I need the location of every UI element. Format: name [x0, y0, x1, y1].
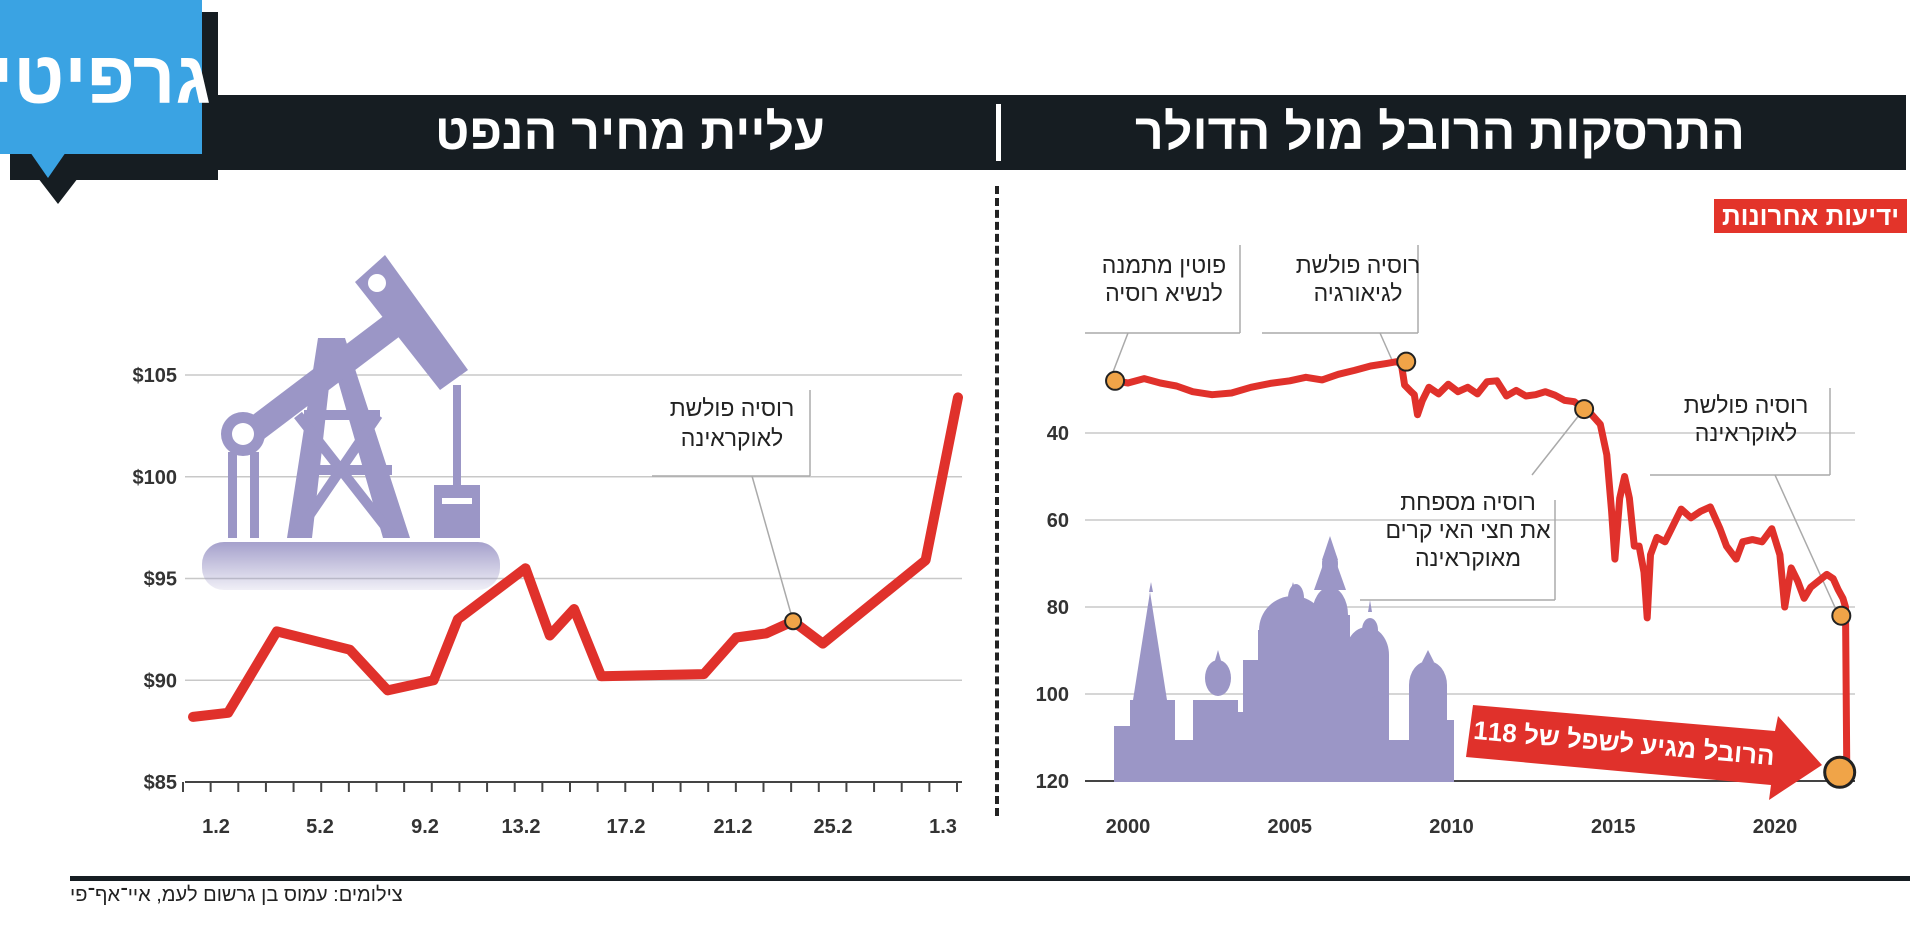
ruble-annotation-label: רוסיה פולשת לאוקראינה	[1684, 392, 1808, 446]
ruble-y-tick: 100	[1036, 684, 1069, 706]
brand-logo: גרפיטי	[0, 0, 211, 154]
oil-y-tick: $105	[133, 365, 178, 387]
annotation-leader	[751, 475, 794, 622]
ruble-event-marker	[1396, 351, 1417, 372]
oil-x-tick: 9.2	[411, 816, 439, 838]
oil-markers	[784, 612, 803, 631]
photo-credit: צילומים: עמוס בן גרשום לעמ, איי־אף־פי	[70, 884, 403, 906]
oil-annotation-label: רוסיה פולשת לאוקראינה	[670, 395, 794, 451]
dashed-divider	[995, 186, 999, 816]
logo-shadow-tail	[38, 178, 78, 204]
annotation-leader	[1379, 332, 1393, 361]
ruble-y-tick: 40	[1047, 423, 1069, 445]
oil-x-tick: 1.3	[929, 816, 957, 838]
annotation-leader	[1112, 332, 1129, 373]
oil-x-tick: 5.2	[306, 816, 334, 838]
oil-annotations: רוסיה פולשת לאוקראינה	[652, 390, 811, 622]
ruble-axis-ticks: 40 60 80 100 120 2000 2005 2010 2015 2020	[1036, 423, 1798, 838]
oil-y-tick: $90	[144, 670, 177, 692]
ruble-chart-title: התרסקות הרובל מול הדולר	[1135, 104, 1745, 160]
annotation-leader	[1774, 474, 1839, 615]
ruble-markers	[1105, 351, 1857, 789]
oil-event-marker	[784, 612, 803, 631]
ruble-y-tick: 120	[1036, 771, 1069, 793]
source-logo: ידיעות אחרונות	[1714, 199, 1907, 233]
oil-y-tick: $100	[133, 467, 178, 489]
ruble-y-tick: 80	[1047, 597, 1069, 619]
ruble-event-marker	[1831, 605, 1852, 626]
header-bar	[218, 95, 1906, 170]
ruble-x-tick: 2015	[1591, 816, 1636, 838]
ruble-callout-arrow: הרובל מגיע לשפל של 118	[1466, 705, 1822, 800]
oil-x-tick: 21.2	[714, 816, 753, 838]
header-divider	[996, 104, 1001, 161]
oil-chart-title: עליית מחיר הנפט	[435, 104, 825, 160]
ruble-annotations: פוטין מתמנה לנשיא רוסיה רוסיה פולשת לגיאורג…	[1085, 245, 1839, 615]
ruble-annotation-label: רוסיה פולשת לגיאורגיה	[1296, 252, 1420, 306]
oil-y-tick: $85	[144, 772, 177, 794]
ruble-event-marker	[1823, 755, 1857, 789]
annotation-leader	[1531, 413, 1581, 476]
ruble-x-tick: 2020	[1753, 816, 1798, 838]
ruble-x-tick: 2000	[1106, 816, 1151, 838]
oil-x-tick: 17.2	[607, 816, 646, 838]
oil-y-tick: $95	[144, 569, 177, 591]
oil-axis-ticks: $105 $100 $95 $90 $85 1.2 5.2 9.2 13.2 17.2 21.2 25…	[133, 365, 958, 838]
bottom-rule	[70, 876, 1910, 881]
ruble-x-tick: 2010	[1429, 816, 1474, 838]
oil-x-tick: 1.2	[202, 816, 230, 838]
ruble-annotation-label: רוסיה מספחת את חצי האי קרים מאוקראינה	[1385, 489, 1551, 571]
ruble-gridlines	[1085, 432, 1855, 782]
kremlin-silhouette-icon	[1114, 536, 1454, 782]
ruble-event-marker	[1105, 370, 1126, 391]
oil-chart: $105 $100 $95 $90 $85 1.2 5.2 9.2 13.2 17.2 21.2 25…	[133, 255, 963, 838]
oil-x-tick: 13.2	[502, 816, 541, 838]
ruble-x-tick: 2005	[1268, 816, 1313, 838]
oil-pump-icon	[202, 255, 500, 590]
ruble-y-tick: 60	[1047, 510, 1069, 532]
ruble-event-marker	[1574, 399, 1595, 420]
oil-x-tick: 25.2	[814, 816, 853, 838]
ruble-chart: 40 60 80 100 120 2000 2005 2010 2015 2020 פוטין מ…	[1036, 245, 1857, 838]
ruble-annotation-label: פוטין מתמנה לנשיא רוסיה	[1102, 252, 1226, 306]
logo-tail	[30, 152, 66, 178]
